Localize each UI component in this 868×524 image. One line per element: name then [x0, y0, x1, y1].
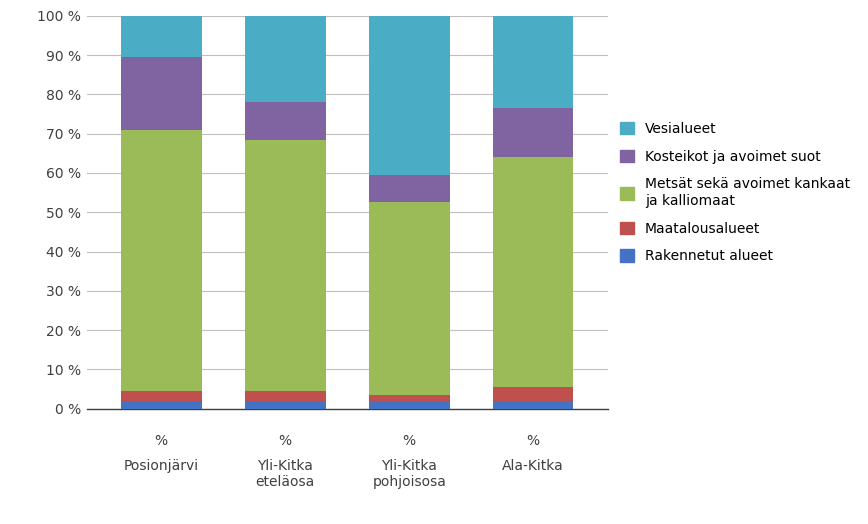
- Bar: [245, 401, 326, 409]
- Bar: [121, 16, 201, 57]
- Bar: [369, 401, 450, 409]
- Text: %: %: [155, 434, 168, 447]
- Bar: [493, 108, 574, 157]
- Text: %: %: [403, 434, 416, 447]
- Bar: [493, 387, 574, 401]
- Bar: [369, 202, 450, 395]
- Bar: [493, 401, 574, 409]
- Bar: [369, 16, 450, 175]
- Bar: [369, 395, 450, 401]
- Bar: [245, 16, 326, 102]
- Text: Ala-Kitka: Ala-Kitka: [503, 458, 564, 473]
- Text: Yli-Kitka
eteläosa: Yli-Kitka eteläosa: [255, 458, 315, 489]
- Text: Posionjärvi: Posionjärvi: [123, 458, 199, 473]
- Bar: [121, 401, 201, 409]
- Bar: [121, 57, 201, 130]
- Legend: Vesialueet, Kosteikot ja avoimet suot, Metsät sekä avoimet kankaat
ja kalliomaat: Vesialueet, Kosteikot ja avoimet suot, M…: [620, 122, 850, 264]
- Bar: [121, 391, 201, 401]
- Bar: [245, 102, 326, 139]
- Text: %: %: [527, 434, 540, 447]
- Bar: [121, 130, 201, 391]
- Text: Yli-Kitka
pohjoisosa: Yli-Kitka pohjoisosa: [372, 458, 446, 489]
- Bar: [245, 139, 326, 391]
- Bar: [493, 157, 574, 387]
- Bar: [245, 391, 326, 401]
- Text: %: %: [279, 434, 292, 447]
- Bar: [369, 175, 450, 202]
- Bar: [493, 16, 574, 108]
